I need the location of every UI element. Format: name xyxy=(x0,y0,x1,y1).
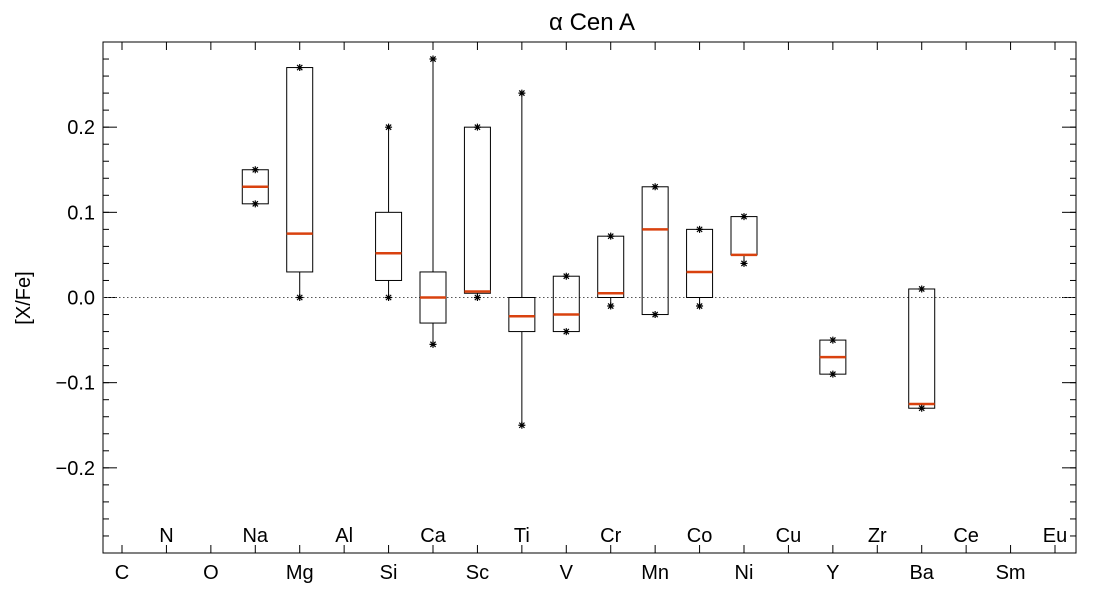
element-label-n: N xyxy=(159,525,173,547)
extreme-point-marker xyxy=(918,404,926,412)
element-label-si: Si xyxy=(380,562,398,584)
extreme-point-marker xyxy=(429,55,437,63)
y-tick-label: −0.1 xyxy=(56,373,95,395)
extreme-point-marker xyxy=(562,328,570,336)
box-ti xyxy=(508,297,536,333)
box-mn xyxy=(641,186,669,316)
extreme-point-marker xyxy=(562,272,570,280)
extreme-point-marker xyxy=(473,294,481,301)
y-tick-label: 0.0 xyxy=(67,288,95,310)
box-sc xyxy=(463,126,491,294)
element-label-ti: Ti xyxy=(514,525,530,547)
y-tick-label: 0.2 xyxy=(67,117,95,139)
extreme-point-marker xyxy=(607,232,615,240)
box-ni xyxy=(730,216,758,256)
element-label-na: Na xyxy=(242,525,268,547)
extreme-point-marker xyxy=(651,183,659,191)
extreme-point-marker xyxy=(385,123,393,131)
extreme-point-marker xyxy=(296,294,304,301)
element-label-mn: Mn xyxy=(641,562,669,584)
element-label-sm: Sm xyxy=(996,562,1026,584)
extreme-point-marker xyxy=(518,89,526,97)
element-label-ba: Ba xyxy=(909,562,934,584)
extreme-point-marker xyxy=(251,200,259,208)
plot-area: 0.2 0.1 0.0 −0.1 −0.2 C N O Na Mg Al Si Ca Sc Ti V Cr Mn C… xyxy=(56,41,1077,584)
element-label-c: C xyxy=(115,562,129,584)
extreme-point-marker xyxy=(696,302,704,310)
extreme-point-marker xyxy=(651,311,659,319)
element-label-v: V xyxy=(560,562,574,584)
plot-frame xyxy=(102,41,1077,554)
element-label-eu: Eu xyxy=(1043,525,1067,547)
box-cr xyxy=(597,235,625,298)
box-mg xyxy=(286,67,314,273)
element-label-cr: Cr xyxy=(600,525,621,547)
element-label-y: Y xyxy=(826,562,839,584)
box-si xyxy=(375,211,403,281)
element-label-al: Al xyxy=(335,525,353,547)
extreme-point-marker xyxy=(740,259,748,267)
extreme-point-marker xyxy=(740,213,748,221)
extreme-point-marker xyxy=(251,166,259,174)
y-tick-label: −0.2 xyxy=(56,458,95,480)
box-co xyxy=(686,228,714,298)
extreme-point-marker xyxy=(829,336,837,344)
box-v xyxy=(552,275,580,333)
extreme-point-marker xyxy=(296,64,304,72)
element-label-mg: Mg xyxy=(286,562,314,584)
y-tick-label: 0.1 xyxy=(67,202,95,224)
element-label-o: O xyxy=(203,562,219,584)
extreme-point-marker xyxy=(429,340,437,348)
element-label-ce: Ce xyxy=(953,525,979,547)
extreme-point-marker xyxy=(696,225,704,233)
element-label-zr: Zr xyxy=(868,525,887,547)
element-label-co: Co xyxy=(687,525,713,547)
element-label-sc: Sc xyxy=(466,562,489,584)
extreme-point-marker xyxy=(918,285,926,293)
extreme-point-marker xyxy=(473,123,481,131)
chart-title: α Cen A xyxy=(549,9,635,36)
box-ba xyxy=(908,288,936,409)
extreme-point-marker xyxy=(385,294,393,301)
element-label-ca: Ca xyxy=(420,525,446,547)
y-axis-label: [X/Fe] xyxy=(13,271,35,324)
extreme-point-marker xyxy=(518,421,526,429)
element-label-ni: Ni xyxy=(735,562,754,584)
extreme-point-marker xyxy=(607,302,615,310)
element-label-cu: Cu xyxy=(776,525,802,547)
extreme-point-marker xyxy=(829,370,837,378)
